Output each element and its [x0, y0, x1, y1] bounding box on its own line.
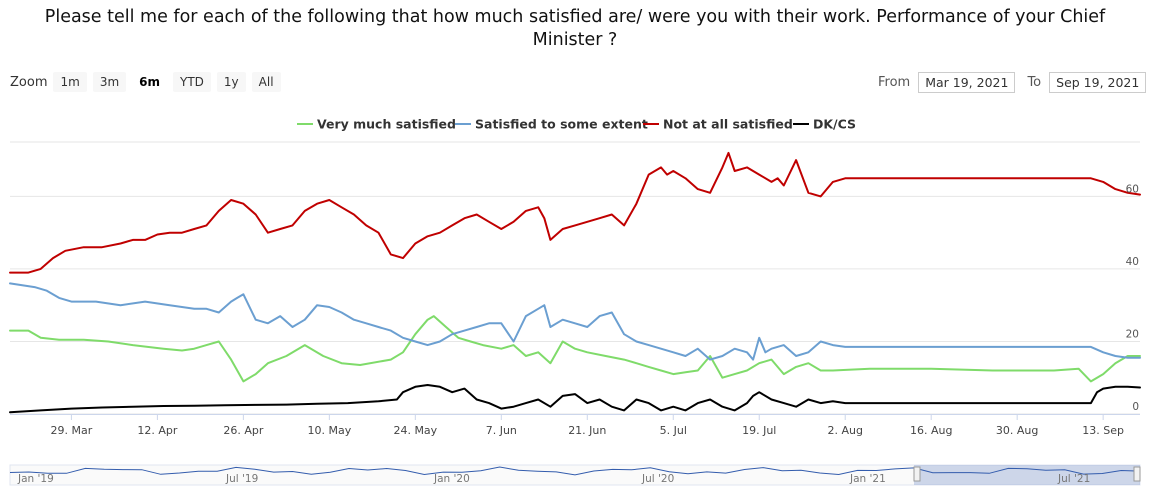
- from-label: From: [878, 75, 911, 90]
- navigator-label: Jul '20: [641, 473, 674, 485]
- grid-lines: [10, 141, 1140, 415]
- x-tick-label: 7. Jun: [486, 424, 517, 437]
- chart-title: Please tell me for each of the following…: [0, 6, 1150, 52]
- zoom-label: Zoom: [10, 74, 48, 90]
- series-line-not-at-all-satisfied: [9, 151, 1141, 274]
- zoom-6m-button[interactable]: 6m: [132, 72, 167, 92]
- to-date-input[interactable]: Sep 19, 2021: [1049, 72, 1147, 93]
- from-date-input[interactable]: Mar 19, 2021: [918, 72, 1016, 93]
- navigator-left-handle[interactable]: [913, 466, 921, 482]
- x-axis: 29. Mar 12. Apr 26. Apr 10. May 24. May 7. Ju…: [10, 414, 1140, 437]
- navigator-label: Jan '19: [17, 473, 54, 485]
- series-line-very-much-satisfied: [9, 315, 1141, 383]
- legend-item-label: Very much satisfied: [317, 117, 456, 132]
- legend-item-label: Not at all satisfied: [663, 117, 793, 132]
- navigator-right-handle[interactable]: [1133, 466, 1141, 482]
- zoom-all-button[interactable]: All: [251, 72, 281, 92]
- series-lines: [9, 151, 1141, 414]
- legend-item-label: DK/CS: [813, 117, 856, 132]
- x-tick-label: 30. Aug: [996, 424, 1038, 437]
- legend-item-label: Satisfied to some extent: [475, 117, 648, 132]
- x-tick-label: 21. Jun: [568, 424, 606, 437]
- y-tick-label-20: 20: [1126, 328, 1139, 340]
- zoom-3m-button[interactable]: 3m: [92, 72, 127, 92]
- series-line-dk-cs: [9, 384, 1141, 414]
- zoom-ytd-button[interactable]: YTD: [173, 72, 211, 92]
- x-tick-label: 24. May: [393, 424, 437, 437]
- x-tick-label: 29. Mar: [51, 424, 93, 437]
- chart-title-line-2: Minister ?: [532, 30, 618, 50]
- series-line-satisfied-to-some-extent: [9, 282, 1141, 361]
- x-tick-label: 12. Apr: [137, 424, 177, 437]
- navigator-overview-line: [9, 466, 1141, 476]
- chart-legend: Very much satisfied Satisfied to some ext…: [297, 117, 856, 132]
- y-tick-label-0: 0: [1132, 401, 1139, 413]
- navigator-label: Jul '19: [225, 473, 258, 485]
- zoom-controls: Zoom 1m 3m 6m YTD 1y All: [10, 72, 287, 92]
- navigator[interactable]: Jan '19 Jul '19 Jan '20 Jul '20 Jan '21 Jul '…: [9, 464, 1141, 486]
- x-tick-label: 13. Sep: [1082, 424, 1124, 437]
- navigator-label: Jan '20: [433, 473, 470, 485]
- date-range: From Mar 19, 2021 To Sep 19, 2021: [878, 72, 1147, 93]
- y-tick-label-40: 40: [1126, 256, 1139, 268]
- x-tick-label: 5. Jul: [660, 424, 687, 437]
- zoom-1m-button[interactable]: 1m: [53, 72, 87, 92]
- navigator-selection: [914, 465, 1140, 485]
- chart-title-line-1: Please tell me for each of the following…: [44, 7, 1106, 27]
- x-tick-label: 2. Aug: [827, 424, 862, 437]
- navigator-label: Jul '21: [1057, 473, 1090, 485]
- x-tick-label: 26. Apr: [223, 424, 263, 437]
- y-axis: 0 20 40 60: [1126, 183, 1139, 413]
- zoom-1y-button[interactable]: 1y: [216, 72, 246, 92]
- x-tick-label: 16. Aug: [910, 424, 952, 437]
- to-label: To: [1027, 75, 1042, 90]
- navigator-label: Jan '21: [849, 473, 886, 485]
- y-tick-label-60: 60: [1126, 183, 1139, 195]
- x-tick-label: 19. Jul: [742, 424, 776, 437]
- x-tick-label: 10. May: [307, 424, 351, 437]
